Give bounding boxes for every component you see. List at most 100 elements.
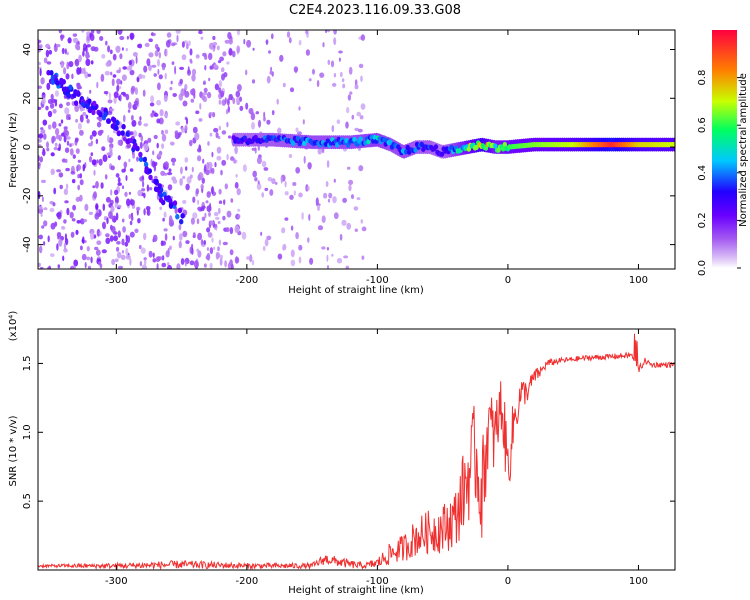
colorbar-tick-label: 0.4 [697, 165, 708, 181]
noise-speck [96, 159, 99, 164]
noise-speck [276, 98, 279, 105]
noise-speck [264, 238, 269, 247]
noise-speck [319, 72, 325, 78]
noise-speck [43, 241, 46, 246]
noise-speck [89, 156, 92, 163]
noise-speck [290, 225, 294, 231]
noise-speck [209, 132, 213, 137]
noise-speck [75, 148, 80, 154]
noise-speck [215, 216, 220, 220]
noise-speck [167, 264, 172, 269]
noise-speck [74, 104, 80, 113]
ridge-point [358, 136, 363, 142]
noise-speck [45, 43, 51, 49]
streak-point [103, 111, 108, 118]
noise-speck [144, 42, 150, 48]
ridge-point [405, 144, 410, 151]
noise-speck [129, 131, 134, 136]
noise-speck [309, 257, 314, 265]
noise-speck [65, 183, 69, 190]
streak-point [63, 86, 68, 92]
noise-speck [301, 212, 304, 220]
noise-speck [341, 219, 347, 226]
noise-speck [143, 208, 146, 216]
noise-speck [339, 233, 343, 241]
noise-speck [222, 51, 227, 57]
noise-speck [77, 184, 81, 191]
noise-speck [343, 255, 349, 259]
noise-speck [56, 169, 62, 173]
noise-speck [115, 212, 119, 221]
noise-speck [74, 43, 80, 50]
snr-x-tick-label: 0 [505, 576, 511, 587]
noise-speck [199, 103, 202, 110]
noise-speck [121, 47, 124, 51]
noise-speck [125, 175, 128, 181]
noise-speck [161, 255, 165, 261]
noise-speck [348, 179, 354, 186]
noise-speck [214, 83, 220, 91]
streak-point [158, 197, 164, 203]
noise-speck [181, 54, 187, 61]
noise-speck [128, 60, 132, 66]
spectrogram-x-tick-label: 0 [505, 275, 511, 286]
noise-speck [38, 191, 41, 199]
noise-speck [46, 82, 51, 91]
noise-speck [46, 61, 52, 65]
noise-speck [229, 227, 234, 235]
noise-speck [228, 93, 233, 101]
noise-speck [305, 30, 309, 35]
noise-speck [65, 73, 70, 80]
noise-speck [218, 99, 222, 105]
noise-speck [227, 105, 230, 113]
noise-speck [251, 79, 256, 84]
noise-speck [342, 83, 346, 89]
noise-speck [202, 158, 205, 164]
streak-point [66, 92, 72, 99]
noise-speck [127, 101, 132, 110]
noise-speck [211, 237, 214, 243]
noise-speck [196, 218, 200, 225]
noise-speck [227, 135, 232, 139]
noise-speck [182, 230, 188, 238]
noise-speck [38, 162, 41, 167]
noise-speck [87, 265, 92, 269]
noise-speck [223, 199, 226, 206]
noise-speck [254, 177, 258, 182]
noise-speck [126, 66, 131, 71]
noise-speck [121, 185, 125, 189]
noise-speck [72, 154, 76, 159]
noise-speck [333, 30, 337, 35]
noise-speck [54, 90, 59, 97]
streak-point [85, 103, 90, 110]
colorbar-tick-label: 0.6 [697, 117, 708, 133]
spectrogram-frame [37, 29, 676, 270]
spectrogram-x-tick-label: -200 [236, 275, 259, 286]
snr-series-line [38, 333, 675, 570]
noise-speck [211, 186, 214, 195]
noise-speck [201, 239, 204, 245]
noise-speck [196, 248, 200, 253]
noise-speck [156, 142, 159, 149]
noise-speck [108, 92, 111, 100]
noise-speck [143, 123, 149, 127]
noise-speck [126, 198, 131, 207]
noise-speck [124, 191, 128, 197]
noise-speck [116, 78, 121, 85]
noise-speck [120, 254, 126, 260]
noise-speck [47, 235, 50, 243]
streak-point [81, 101, 86, 107]
noise-speck [197, 147, 202, 153]
noise-speck [137, 44, 140, 48]
noise-speck [165, 40, 171, 48]
noise-speck [90, 152, 94, 157]
noise-speck [348, 184, 352, 192]
noise-speck [40, 129, 46, 135]
noise-speck [163, 94, 168, 103]
noise-speck [122, 226, 126, 233]
noise-speck [121, 250, 124, 254]
noise-speck [360, 34, 366, 41]
noise-speck [226, 121, 229, 128]
noise-speck [47, 124, 52, 130]
noise-speck [265, 39, 269, 46]
